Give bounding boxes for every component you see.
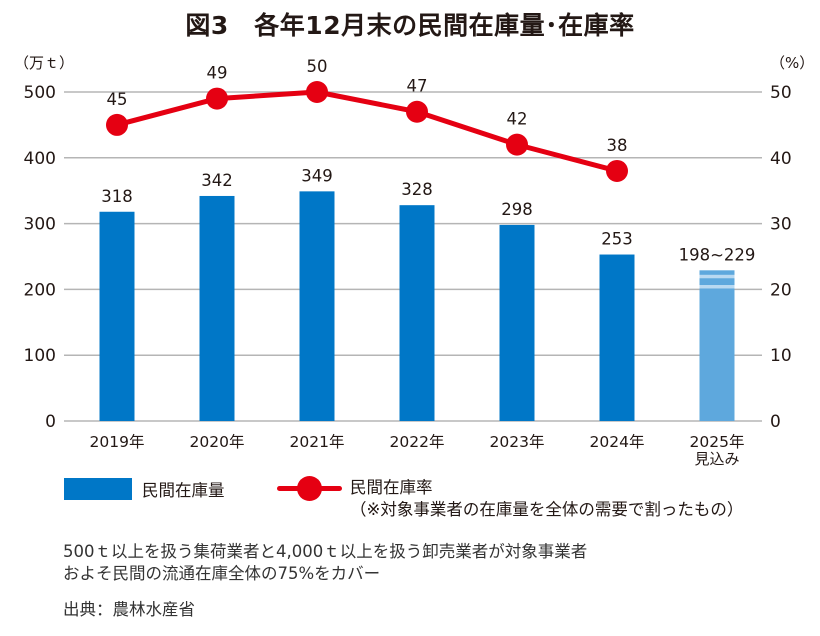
bar-label: 298 — [501, 200, 533, 219]
line-label: 38 — [607, 136, 628, 155]
line-point — [106, 113, 128, 136]
bar — [99, 211, 135, 421]
source-credit: 出典：農林水産省 — [63, 600, 195, 619]
right-tick-label: 20 — [770, 280, 792, 300]
left-tick-label: 300 — [24, 215, 56, 235]
right-axis-ticks: 0 10 20 30 40 50 — [770, 83, 792, 432]
bar-label: 318 — [101, 187, 133, 206]
x-tick-sublabel: 見込み — [694, 450, 739, 468]
right-tick-label: 30 — [770, 215, 792, 235]
x-tick-label: 2024年 — [590, 433, 645, 451]
left-tick-label: 0 — [45, 412, 56, 432]
forecast-band — [699, 285, 735, 289]
x-tick-label: 2022年 — [390, 433, 445, 451]
bar-label: 342 — [201, 171, 233, 190]
legend-bar-label: 民間在庫量 — [142, 481, 225, 500]
left-tick-label: 400 — [24, 149, 56, 169]
line-point — [306, 81, 328, 103]
legend-line-marker — [297, 476, 322, 501]
left-axis-unit: （万ｔ） — [14, 54, 74, 72]
note-line-1: 500ｔ以上を扱う集荷業者と4,000ｔ以上を扱う卸売業者が対象事業者 — [63, 542, 588, 561]
bar-label: 328 — [401, 180, 433, 199]
bar-series — [99, 191, 735, 421]
right-tick-label: 10 — [770, 346, 792, 366]
chart-notes: 500ｔ以上を扱う集荷業者と4,000ｔ以上を扱う卸売業者が対象事業者 およそ民… — [63, 541, 587, 585]
line-point — [206, 87, 228, 110]
line-label: 50 — [307, 57, 328, 76]
x-tick-label: 2021年 — [290, 433, 345, 451]
note-line-2: およそ民間の流通在庫全体の75%をカバー — [63, 564, 381, 583]
bar-label: 349 — [301, 166, 333, 185]
line-label: 42 — [507, 110, 528, 129]
bar — [199, 195, 235, 421]
line-point — [606, 159, 628, 182]
line-series — [106, 81, 628, 182]
bar — [499, 224, 535, 421]
chart-title: 図3 各年12月末の民間在庫量･在庫率 — [185, 11, 635, 40]
right-axis-unit: （%） — [770, 54, 814, 72]
line-point — [406, 100, 428, 123]
legend-line-name: 民間在庫率 — [350, 478, 433, 497]
bar — [399, 205, 435, 421]
x-tick-label: 2019年 — [90, 433, 145, 451]
x-tick-label: 2020年 — [190, 433, 245, 451]
line-label: 47 — [407, 77, 428, 96]
line-label: 45 — [107, 90, 128, 109]
line-data-labels: 45 49 50 47 42 38 — [107, 57, 628, 155]
left-tick-label: 100 — [24, 346, 56, 366]
x-tick-label: 2025年 — [690, 433, 745, 451]
line-path — [116, 89, 618, 174]
bar — [599, 254, 635, 421]
bar-label: 198~229 — [679, 245, 756, 264]
right-tick-label: 0 — [770, 412, 781, 432]
forecast-bar — [699, 270, 735, 421]
left-tick-label: 500 — [24, 83, 56, 103]
left-tick-label: 200 — [24, 280, 56, 300]
right-tick-label: 50 — [770, 83, 792, 103]
bar — [299, 191, 335, 421]
legend-line-note: （※対象事業者の在庫量を全体の需要で割ったもの） — [350, 500, 744, 519]
legend-line-label: 民間在庫率 （※対象事業者の在庫量を全体の需要で割ったもの） — [350, 477, 743, 521]
bar-data-labels: 318 342 349 328 298 253 198~229 — [101, 166, 755, 264]
line-label: 49 — [207, 64, 228, 83]
legend-bar-swatch — [64, 478, 132, 500]
x-tick-label: 2023年 — [490, 433, 545, 451]
right-tick-label: 40 — [770, 149, 792, 169]
chart-plot: 0 100 200 300 400 500 0 10 20 30 40 50 （万ｔ） （%） 31… — [14, 54, 814, 468]
bar-label: 253 — [601, 230, 633, 249]
forecast-band — [699, 274, 735, 279]
left-axis-ticks: 0 100 200 300 400 500 — [24, 83, 56, 432]
line-point — [506, 133, 528, 156]
